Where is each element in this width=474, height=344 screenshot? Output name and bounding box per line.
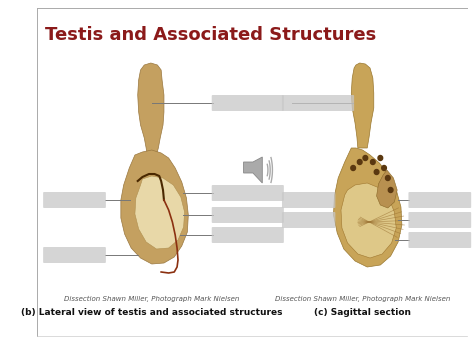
FancyBboxPatch shape: [43, 192, 106, 208]
Text: Dissection Shawn Miller, Photograph Mark Nielsen: Dissection Shawn Miller, Photograph Mark…: [64, 296, 239, 302]
FancyBboxPatch shape: [212, 207, 284, 223]
FancyBboxPatch shape: [282, 95, 354, 111]
FancyBboxPatch shape: [409, 192, 471, 208]
Polygon shape: [351, 63, 374, 148]
Polygon shape: [244, 157, 262, 183]
Circle shape: [388, 187, 393, 193]
Polygon shape: [341, 183, 396, 258]
Circle shape: [385, 175, 390, 181]
FancyBboxPatch shape: [282, 192, 336, 208]
Text: Dissection Shawn Miller, Photograph Mark Nielsen: Dissection Shawn Miller, Photograph Mark…: [275, 296, 450, 302]
Polygon shape: [121, 150, 188, 264]
Circle shape: [371, 160, 375, 164]
Circle shape: [351, 165, 356, 171]
Polygon shape: [138, 63, 164, 155]
Text: (c) Sagittal section: (c) Sagittal section: [314, 308, 411, 317]
Polygon shape: [376, 170, 397, 208]
FancyBboxPatch shape: [212, 227, 284, 243]
FancyBboxPatch shape: [409, 212, 471, 228]
Text: (b) Lateral view of testis and associated structures: (b) Lateral view of testis and associate…: [21, 308, 283, 317]
Text: Testis and Associated Structures: Testis and Associated Structures: [45, 26, 376, 44]
Polygon shape: [334, 148, 402, 267]
Circle shape: [357, 160, 362, 164]
FancyBboxPatch shape: [43, 247, 106, 263]
Circle shape: [382, 165, 386, 171]
Circle shape: [363, 155, 368, 161]
Polygon shape: [135, 176, 184, 249]
FancyBboxPatch shape: [282, 212, 336, 228]
Circle shape: [374, 170, 379, 174]
FancyBboxPatch shape: [212, 185, 284, 201]
FancyBboxPatch shape: [409, 232, 471, 248]
Circle shape: [378, 155, 383, 161]
FancyBboxPatch shape: [212, 95, 284, 111]
